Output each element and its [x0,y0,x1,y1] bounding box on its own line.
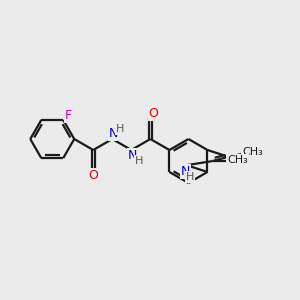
Text: O: O [88,169,98,182]
Text: O: O [149,107,159,120]
Text: H: H [116,124,124,134]
Text: N: N [109,127,118,140]
Text: H: H [135,155,143,166]
Text: F: F [65,109,72,122]
Text: CH₃: CH₃ [242,147,263,157]
Text: CH₃: CH₃ [227,155,248,165]
Text: H: H [186,172,194,182]
Text: N: N [181,165,190,178]
Text: N: N [128,149,137,162]
